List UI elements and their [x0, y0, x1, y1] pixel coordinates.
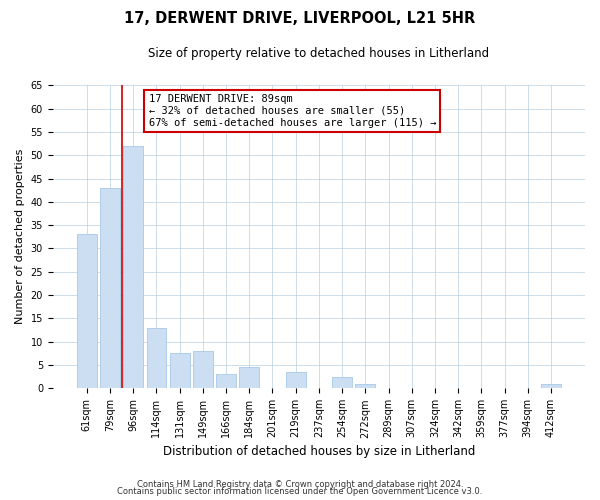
Text: Contains HM Land Registry data © Crown copyright and database right 2024.: Contains HM Land Registry data © Crown c…: [137, 480, 463, 489]
Title: Size of property relative to detached houses in Litherland: Size of property relative to detached ho…: [148, 48, 490, 60]
Y-axis label: Number of detached properties: Number of detached properties: [15, 149, 25, 324]
Bar: [332, 376, 352, 388]
Bar: [77, 234, 97, 388]
Bar: [239, 368, 259, 388]
Bar: [355, 384, 375, 388]
Bar: [146, 328, 166, 388]
Bar: [100, 188, 120, 388]
Bar: [170, 354, 190, 388]
Bar: [216, 374, 236, 388]
Text: 17, DERWENT DRIVE, LIVERPOOL, L21 5HR: 17, DERWENT DRIVE, LIVERPOOL, L21 5HR: [124, 11, 476, 26]
Bar: [124, 146, 143, 388]
Bar: [286, 372, 305, 388]
Text: Contains public sector information licensed under the Open Government Licence v3: Contains public sector information licen…: [118, 487, 482, 496]
Bar: [541, 384, 561, 388]
X-axis label: Distribution of detached houses by size in Litherland: Distribution of detached houses by size …: [163, 444, 475, 458]
Bar: [193, 351, 213, 389]
Text: 17 DERWENT DRIVE: 89sqm
← 32% of detached houses are smaller (55)
67% of semi-de: 17 DERWENT DRIVE: 89sqm ← 32% of detache…: [149, 94, 436, 128]
